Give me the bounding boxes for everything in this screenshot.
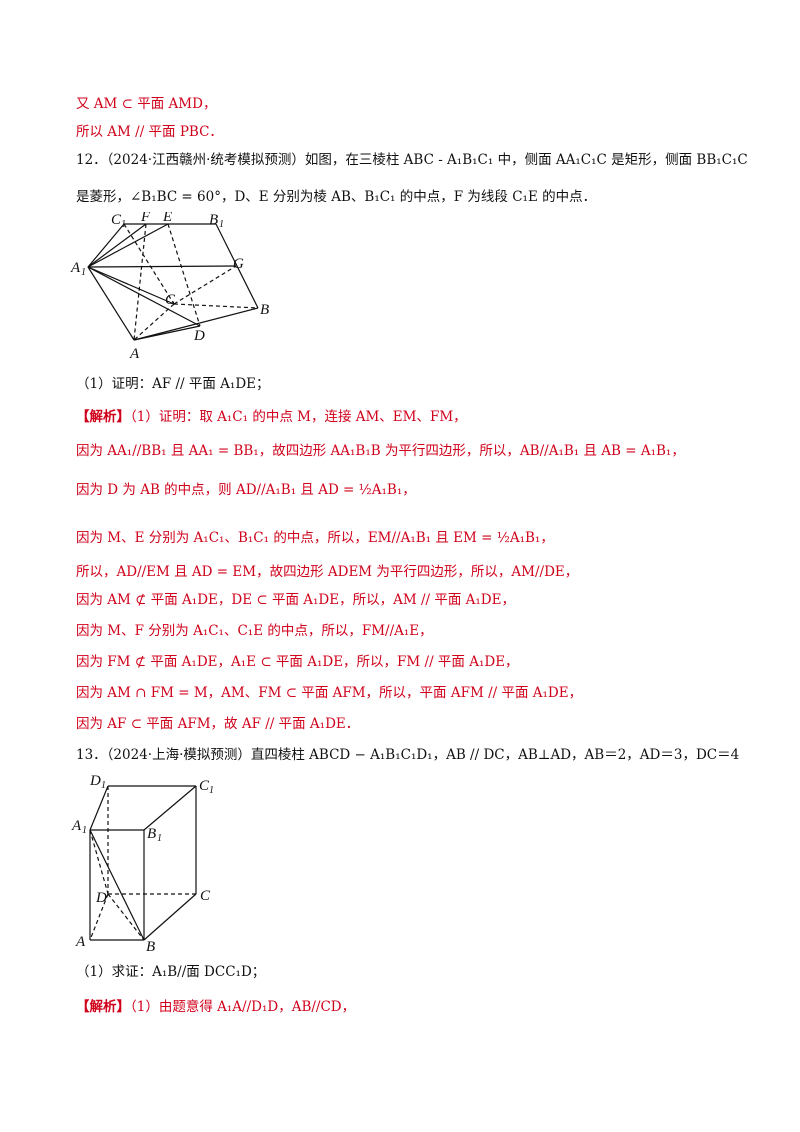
solution-line: 因为 AF ⊂ 平面 AFM，故 AF // 平面 A₁DE． — [76, 716, 360, 732]
solution-line: 因为 FM ⊄ 平面 A₁DE，A₁E ⊂ 平面 A₁DE，所以，FM // 平… — [76, 654, 519, 670]
solution-line: 【解析】（1）由题意得 A₁A//D₁D，AB//CD， — [76, 997, 355, 1017]
solution-line: 因为 AM ⊄ 平面 A₁DE，DE ⊂ 平面 A₁DE，所以，AM // 平面… — [76, 592, 515, 608]
label-B1-sub: 1 — [219, 219, 224, 230]
solution-line: 因为 M、F 分别为 A₁C₁、C₁E 的中点，所以，FM//A₁E， — [76, 623, 433, 639]
label-A1: A — [71, 818, 82, 834]
question-13-stem: 13．（2024·上海·模拟预测）直四棱柱 ABCD − A₁B₁C₁D₁，AB… — [76, 747, 740, 763]
solution-tag: 【解析】 — [76, 999, 130, 1015]
question-12-stem-cont: 是菱形，∠B₁BC = 60°，D、E 分别为棱 AB、B₁C₁ 的中点，F 为… — [76, 189, 597, 205]
label-C1: C — [199, 778, 210, 794]
label-B1-sub: 1 — [157, 833, 162, 844]
question-13-part-1: （1）求证：A₁B//面 DCC₁D； — [76, 964, 266, 980]
solution-tag: 【解析】 — [76, 409, 130, 425]
label-D1: D — [89, 773, 101, 789]
label-B1: B — [209, 212, 218, 228]
text-line: 所以 AM // 平面 PBC． — [76, 124, 223, 140]
solution-line: 所以，AD//EM 且 AD = EM，故四边形 ADEM 为平行四边形，所以，… — [76, 564, 579, 580]
label-A: A — [75, 934, 86, 950]
solution-line: 因为 AM ∩ FM = M，AM、FM ⊂ 平面 AFM，所以，平面 AFM … — [76, 685, 583, 701]
label-B1: B — [147, 826, 156, 842]
label-A: A — [129, 346, 140, 362]
solution-text: （1）证明：取 A₁C₁ 的中点 M，连接 AM、EM、FM， — [130, 409, 467, 425]
label-B: B — [260, 302, 269, 318]
label-A1: A — [70, 260, 81, 276]
label-A1-sub: 1 — [81, 267, 86, 278]
label-E: E — [162, 212, 172, 225]
solution-text: （1）由题意得 A₁A//D₁D，AB//CD， — [130, 999, 356, 1015]
prism-figure-13: D 1 C 1 A 1 B 1 D C A B — [70, 770, 230, 956]
label-C1: C — [111, 212, 122, 228]
label-D: D — [95, 890, 107, 906]
label-C1-sub: 1 — [209, 785, 214, 796]
question-12-part-1: （1）证明：AF // 平面 A₁DE； — [76, 376, 270, 392]
label-F: F — [140, 212, 151, 225]
label-A1-sub: 1 — [82, 825, 87, 836]
label-D: D — [193, 328, 205, 344]
label-B: B — [146, 939, 155, 955]
solution-line: 因为 AA₁//BB₁ 且 AA₁ = BB₁，故四边形 AA₁B₁B 为平行四… — [76, 443, 685, 459]
solution-line: 【解析】（1）证明：取 A₁C₁ 的中点 M，连接 AM、EM、FM， — [76, 407, 467, 427]
label-C: C — [165, 292, 176, 308]
text-line: 又 AM ⊂ 平面 AMD， — [76, 96, 217, 112]
label-C1-sub: 1 — [121, 219, 126, 230]
solution-line: 因为 M、E 分别为 A₁C₁、B₁C₁ 的中点，所以，EM//A₁B₁ 且 E… — [76, 530, 554, 546]
solution-line: 因为 D 为 AB 的中点，则 AD//A₁B₁ 且 AD = ½A₁B₁， — [76, 482, 416, 498]
question-12-stem: 12．（2024·江西赣州·统考模拟预测）如图，在三棱柱 ABC - A₁B₁C… — [76, 152, 748, 168]
label-G: G — [233, 256, 244, 272]
label-D1-sub: 1 — [101, 780, 106, 791]
prism-figure-12: C 1 F E B 1 A 1 G C B D A — [66, 209, 286, 364]
label-C: C — [200, 888, 211, 904]
